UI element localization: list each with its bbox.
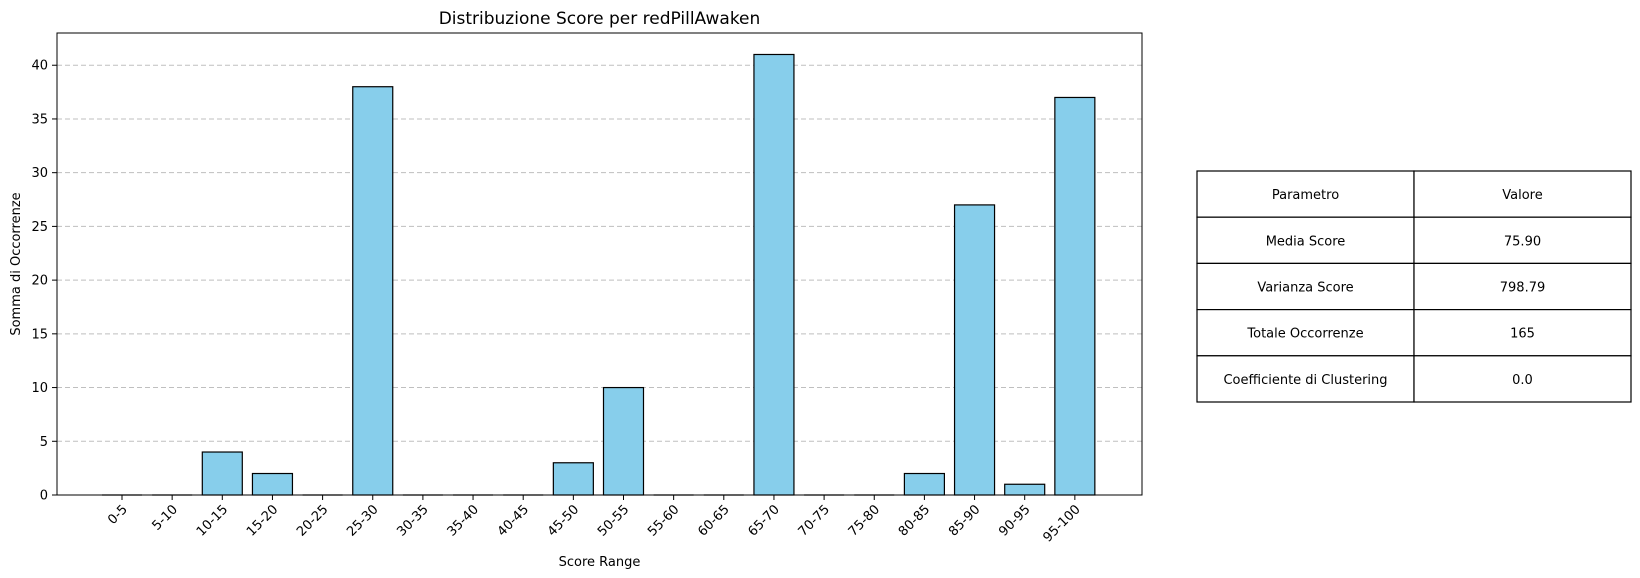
table-header-cell xyxy=(1196,170,1415,218)
y-tick-label: 5 xyxy=(40,435,48,450)
x-tick-label: 55-60 xyxy=(645,502,682,539)
chart-title: Distribuzione Score per redPillAwaken xyxy=(439,9,761,29)
y-tick-label: 0 xyxy=(40,489,48,504)
table-cell xyxy=(1196,262,1415,311)
y-tick-label: 10 xyxy=(31,381,48,396)
y-axis-label: Somma di Occorrenze xyxy=(9,192,24,335)
y-tick-label: 25 xyxy=(31,220,48,235)
table-cell-text: Coefficiente di Clustering xyxy=(1223,373,1387,388)
x-tick-label: 70-75 xyxy=(796,502,833,539)
bar xyxy=(1004,483,1046,496)
table-cell xyxy=(1413,216,1632,264)
x-tick-label: 90-95 xyxy=(996,502,1033,539)
table-cell-text: Media Score xyxy=(1266,234,1346,249)
table-cell-text: 165 xyxy=(1510,327,1535,342)
bar xyxy=(953,204,996,496)
bar xyxy=(602,386,645,496)
x-tick-label: 95-100 xyxy=(1041,502,1084,545)
x-tick-label: 15-20 xyxy=(244,502,281,539)
y-tick-label: 40 xyxy=(31,59,48,74)
y-tick-label: 20 xyxy=(31,274,48,289)
x-tick-label: 35-40 xyxy=(445,502,482,539)
x-tick-label: 30-35 xyxy=(394,502,431,539)
table-header-cell xyxy=(1413,170,1632,218)
table-cell xyxy=(1196,309,1415,357)
bar xyxy=(552,462,594,496)
x-axis-label: Score Range xyxy=(559,555,641,570)
x-tick-label: 85-90 xyxy=(946,502,983,539)
table-cell xyxy=(1413,355,1632,403)
table-cell xyxy=(1196,355,1415,403)
x-tick-label: 75-80 xyxy=(846,502,883,539)
table-cell-text: 0.0 xyxy=(1512,373,1533,388)
x-tick-label: 20-25 xyxy=(294,502,331,539)
bar xyxy=(1054,96,1096,496)
x-tick-label: 50-55 xyxy=(595,502,632,539)
table-header-text: Valore xyxy=(1502,188,1542,203)
plot-frame xyxy=(56,32,1143,496)
bar xyxy=(251,472,294,496)
x-tick-label: 45-50 xyxy=(545,502,582,539)
x-tick-label: 40-45 xyxy=(495,502,532,539)
table-cell-text: 75.90 xyxy=(1504,234,1541,249)
x-tick-label: 0-5 xyxy=(105,502,131,528)
table-cell-text: Varianza Score xyxy=(1257,281,1353,296)
table-cell-text: 798.79 xyxy=(1500,281,1546,296)
y-tick-label: 15 xyxy=(31,327,48,342)
x-tick-label: 80-85 xyxy=(896,502,933,539)
y-axis: 0 5 10 15 20 25 30 35 40 xyxy=(31,59,57,504)
bar xyxy=(201,451,243,496)
bar xyxy=(903,472,946,496)
bars xyxy=(102,53,1096,496)
table-cell xyxy=(1413,309,1632,357)
x-tick-label: 65-70 xyxy=(745,502,782,539)
stats-table: Parametro Valore Media Score 75.90 Varianza … xyxy=(1196,170,1632,403)
y-tick-label: 30 xyxy=(31,166,48,181)
y-tick-label: 35 xyxy=(31,112,48,127)
x-tick-label: 25-30 xyxy=(344,502,381,539)
x-tick-label: 10-15 xyxy=(194,502,231,539)
x-tick-label: 60-65 xyxy=(695,502,732,539)
table-cell-text: Totale Occorrenze xyxy=(1246,327,1363,342)
bar xyxy=(352,86,394,496)
table-header-text: Parametro xyxy=(1272,188,1339,203)
x-tick-label: 5-10 xyxy=(150,502,181,533)
x-axis: 0-5 5-10 10-15 15-20 20-25 25-30 30-35 35-40 40-… xyxy=(105,495,1084,545)
table-cell xyxy=(1196,216,1415,264)
table-cell xyxy=(1413,262,1632,311)
bar xyxy=(753,53,795,496)
